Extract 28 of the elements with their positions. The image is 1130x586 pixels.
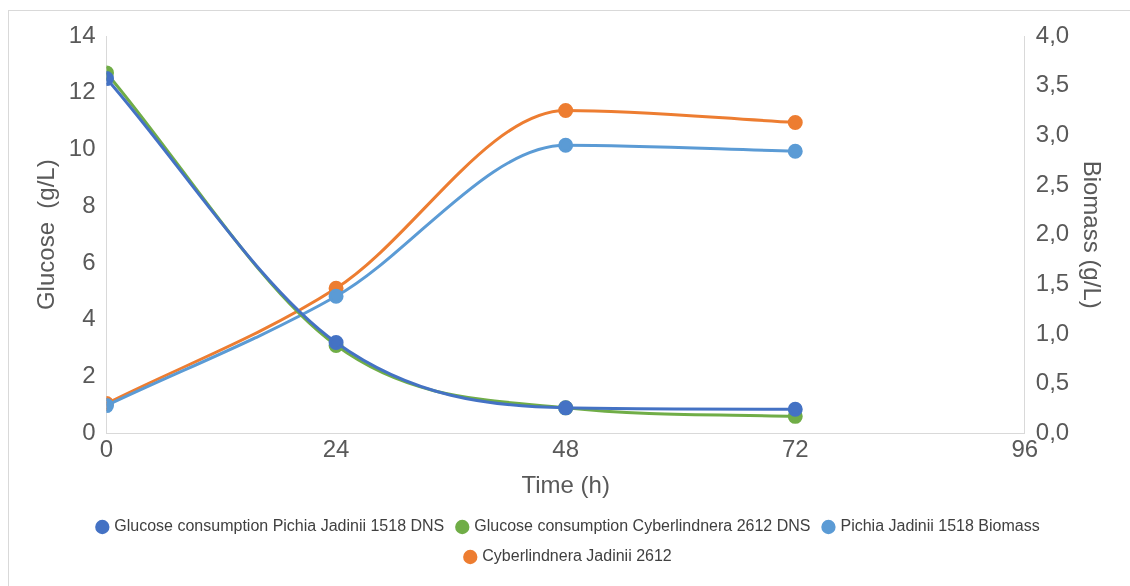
- y-tick-label: 12: [68, 77, 96, 105]
- y-tick-label: 14: [68, 20, 96, 48]
- legend-label: Glucose consumption Pichia Jadinii 1518 DNS: [114, 517, 445, 535]
- y-tick-label: 8: [82, 190, 96, 218]
- y-tick-label: 2: [82, 361, 96, 389]
- y2-tick-label: 2,0: [1035, 219, 1070, 247]
- y2-tick-label: 4,0: [1035, 20, 1070, 48]
- legend-label: Glucose consumption Cyberlindnera 2612 DNS: [474, 517, 811, 535]
- legend-label: Pichia Jadinii 1518 Biomass: [840, 517, 1040, 535]
- y-tick-label: 0: [82, 418, 96, 446]
- y2-tick-label: 3,0: [1035, 119, 1070, 147]
- x-tick-label: 24: [322, 435, 350, 463]
- x-tick-label: 48: [552, 435, 580, 463]
- y2-tick-label: 0,5: [1035, 368, 1070, 396]
- y2-tick-label: 1,5: [1035, 269, 1070, 296]
- x-tick-label: 72: [781, 435, 809, 463]
- x-axis-title: Time (h): [521, 471, 610, 499]
- y2-axis-title: Biomass (g/L): [1078, 160, 1106, 309]
- y2-tick-label: 2,5: [1035, 169, 1070, 197]
- y-axis-title: Glucose (g/L): [32, 159, 60, 311]
- y2-tick-label: 0,0: [1035, 418, 1070, 446]
- y2-tick-label: 1,0: [1035, 318, 1070, 346]
- y2-tick-label: 3,5: [1035, 70, 1070, 98]
- y-tick-label: 6: [82, 247, 96, 275]
- legend-label: Cyberlindnera Jadinii 2612: [482, 547, 672, 565]
- y-tick-label: 10: [68, 134, 96, 162]
- y-tick-label: 4: [82, 304, 96, 332]
- x-tick-label: 0: [99, 435, 114, 463]
